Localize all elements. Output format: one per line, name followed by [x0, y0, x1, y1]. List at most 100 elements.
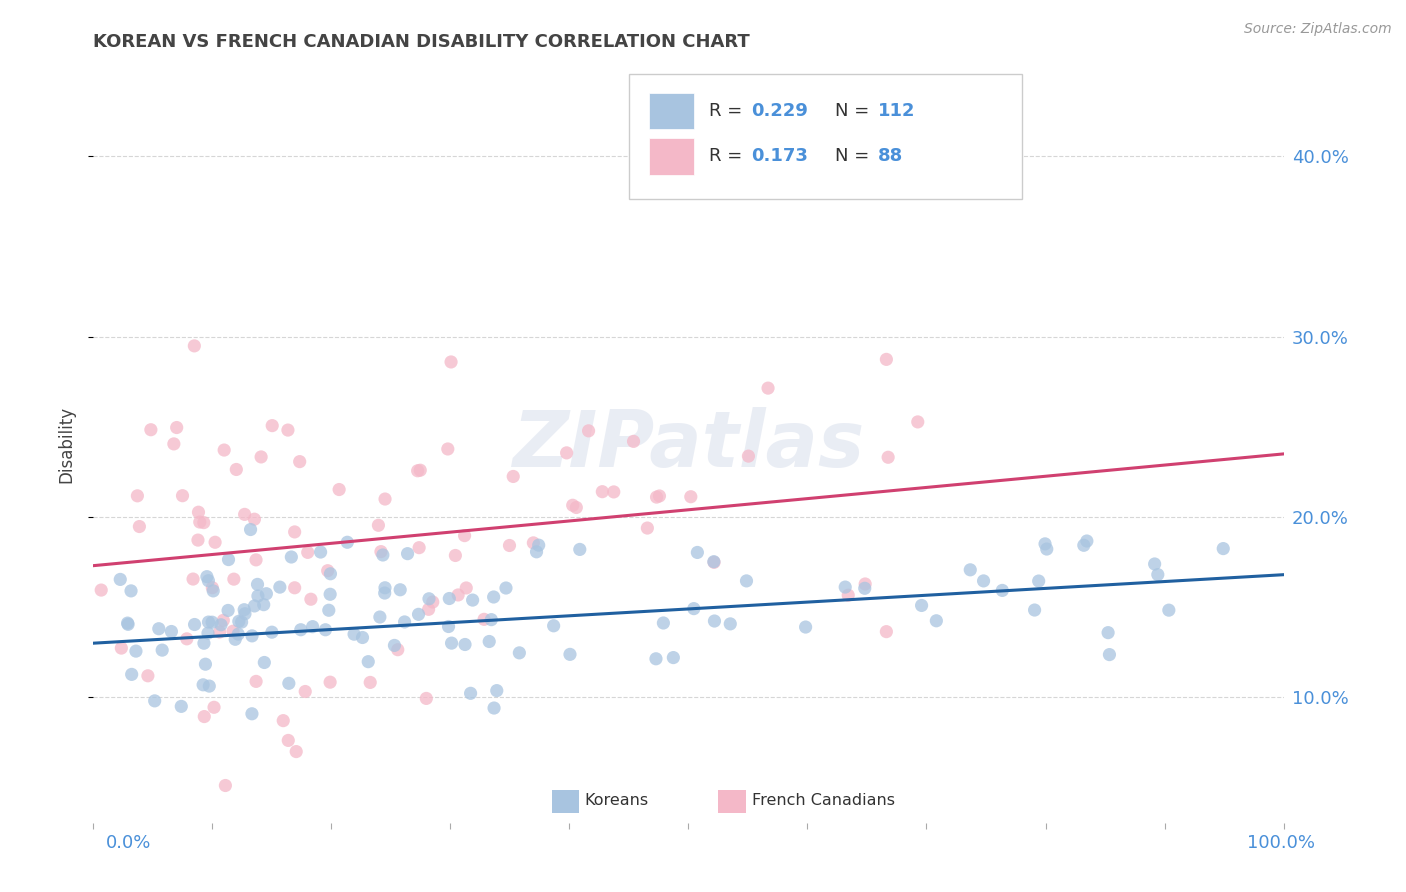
Point	[877, 450, 900, 465]
Point	[794, 620, 817, 634]
Point	[260, 625, 283, 640]
Point	[233, 508, 256, 522]
Y-axis label: Disability: Disability	[58, 407, 75, 483]
Point	[454, 638, 477, 652]
Point	[371, 548, 394, 562]
Point	[1076, 534, 1098, 549]
Point	[224, 632, 246, 647]
Point	[160, 624, 183, 639]
Point	[197, 626, 219, 640]
Point	[368, 610, 391, 624]
Text: R =: R =	[709, 147, 748, 165]
Point	[703, 555, 725, 569]
Point	[269, 580, 291, 594]
Point	[367, 518, 389, 533]
Point	[328, 483, 350, 497]
Point	[233, 607, 256, 621]
Point	[172, 489, 194, 503]
Point	[183, 339, 205, 353]
Point	[645, 490, 668, 504]
Point	[396, 547, 419, 561]
Point	[498, 539, 520, 553]
Point	[1035, 542, 1057, 557]
Point	[239, 523, 262, 537]
Point	[121, 667, 143, 681]
Point	[250, 450, 273, 464]
Point	[191, 678, 214, 692]
Point	[374, 491, 396, 506]
Point	[343, 627, 366, 641]
Point	[253, 598, 276, 612]
FancyBboxPatch shape	[551, 790, 579, 813]
Point	[246, 589, 269, 603]
Text: KOREAN VS FRENCH CANADIAN DISABILITY CORRELATION CHART: KOREAN VS FRENCH CANADIAN DISABILITY COR…	[93, 33, 749, 51]
Point	[357, 655, 380, 669]
Point	[437, 619, 460, 633]
Text: 0.0%: 0.0%	[105, 834, 150, 852]
Point	[1146, 567, 1168, 582]
Point	[187, 505, 209, 519]
Point	[444, 549, 467, 563]
Point	[718, 616, 741, 631]
Point	[686, 545, 709, 559]
Point	[453, 528, 475, 542]
Point	[136, 669, 159, 683]
Point	[485, 683, 508, 698]
Point	[208, 625, 231, 640]
Point	[561, 498, 583, 512]
FancyBboxPatch shape	[628, 74, 1022, 199]
Point	[277, 733, 299, 747]
Point	[623, 434, 645, 449]
Point	[117, 617, 139, 632]
Point	[253, 656, 276, 670]
Point	[384, 639, 406, 653]
Point	[910, 599, 932, 613]
Point	[1097, 625, 1119, 640]
Point	[193, 709, 215, 723]
Point	[284, 524, 307, 539]
Point	[188, 515, 211, 529]
Point	[301, 620, 323, 634]
Point	[128, 519, 150, 533]
Point	[262, 418, 284, 433]
Text: 88: 88	[877, 147, 903, 165]
Point	[318, 603, 340, 617]
Point	[1024, 603, 1046, 617]
Point	[212, 443, 235, 458]
Point	[117, 616, 139, 631]
Point	[271, 714, 294, 728]
Point	[482, 701, 505, 715]
Point	[197, 615, 219, 629]
Point	[606, 828, 628, 842]
Point	[110, 573, 132, 587]
Point	[193, 516, 215, 530]
Point	[568, 542, 591, 557]
Point	[284, 581, 307, 595]
Point	[527, 538, 550, 552]
Point	[212, 613, 235, 627]
Point	[197, 574, 219, 588]
Point	[194, 657, 217, 672]
Point	[352, 631, 374, 645]
Point	[370, 544, 392, 558]
Point	[418, 602, 440, 616]
Point	[280, 549, 302, 564]
Point	[1073, 538, 1095, 552]
Point	[508, 646, 530, 660]
Point	[233, 603, 256, 617]
Point	[222, 624, 245, 639]
Point	[440, 636, 463, 650]
Point	[834, 580, 856, 594]
Point	[314, 623, 336, 637]
Point	[991, 583, 1014, 598]
Point	[409, 463, 432, 477]
Point	[209, 617, 232, 632]
Point	[204, 535, 226, 549]
Point	[558, 648, 581, 662]
Point	[201, 615, 224, 630]
Text: 112: 112	[877, 102, 915, 120]
Point	[297, 545, 319, 559]
Point	[246, 577, 269, 591]
Point	[737, 449, 759, 463]
Text: 0.229: 0.229	[752, 102, 808, 120]
